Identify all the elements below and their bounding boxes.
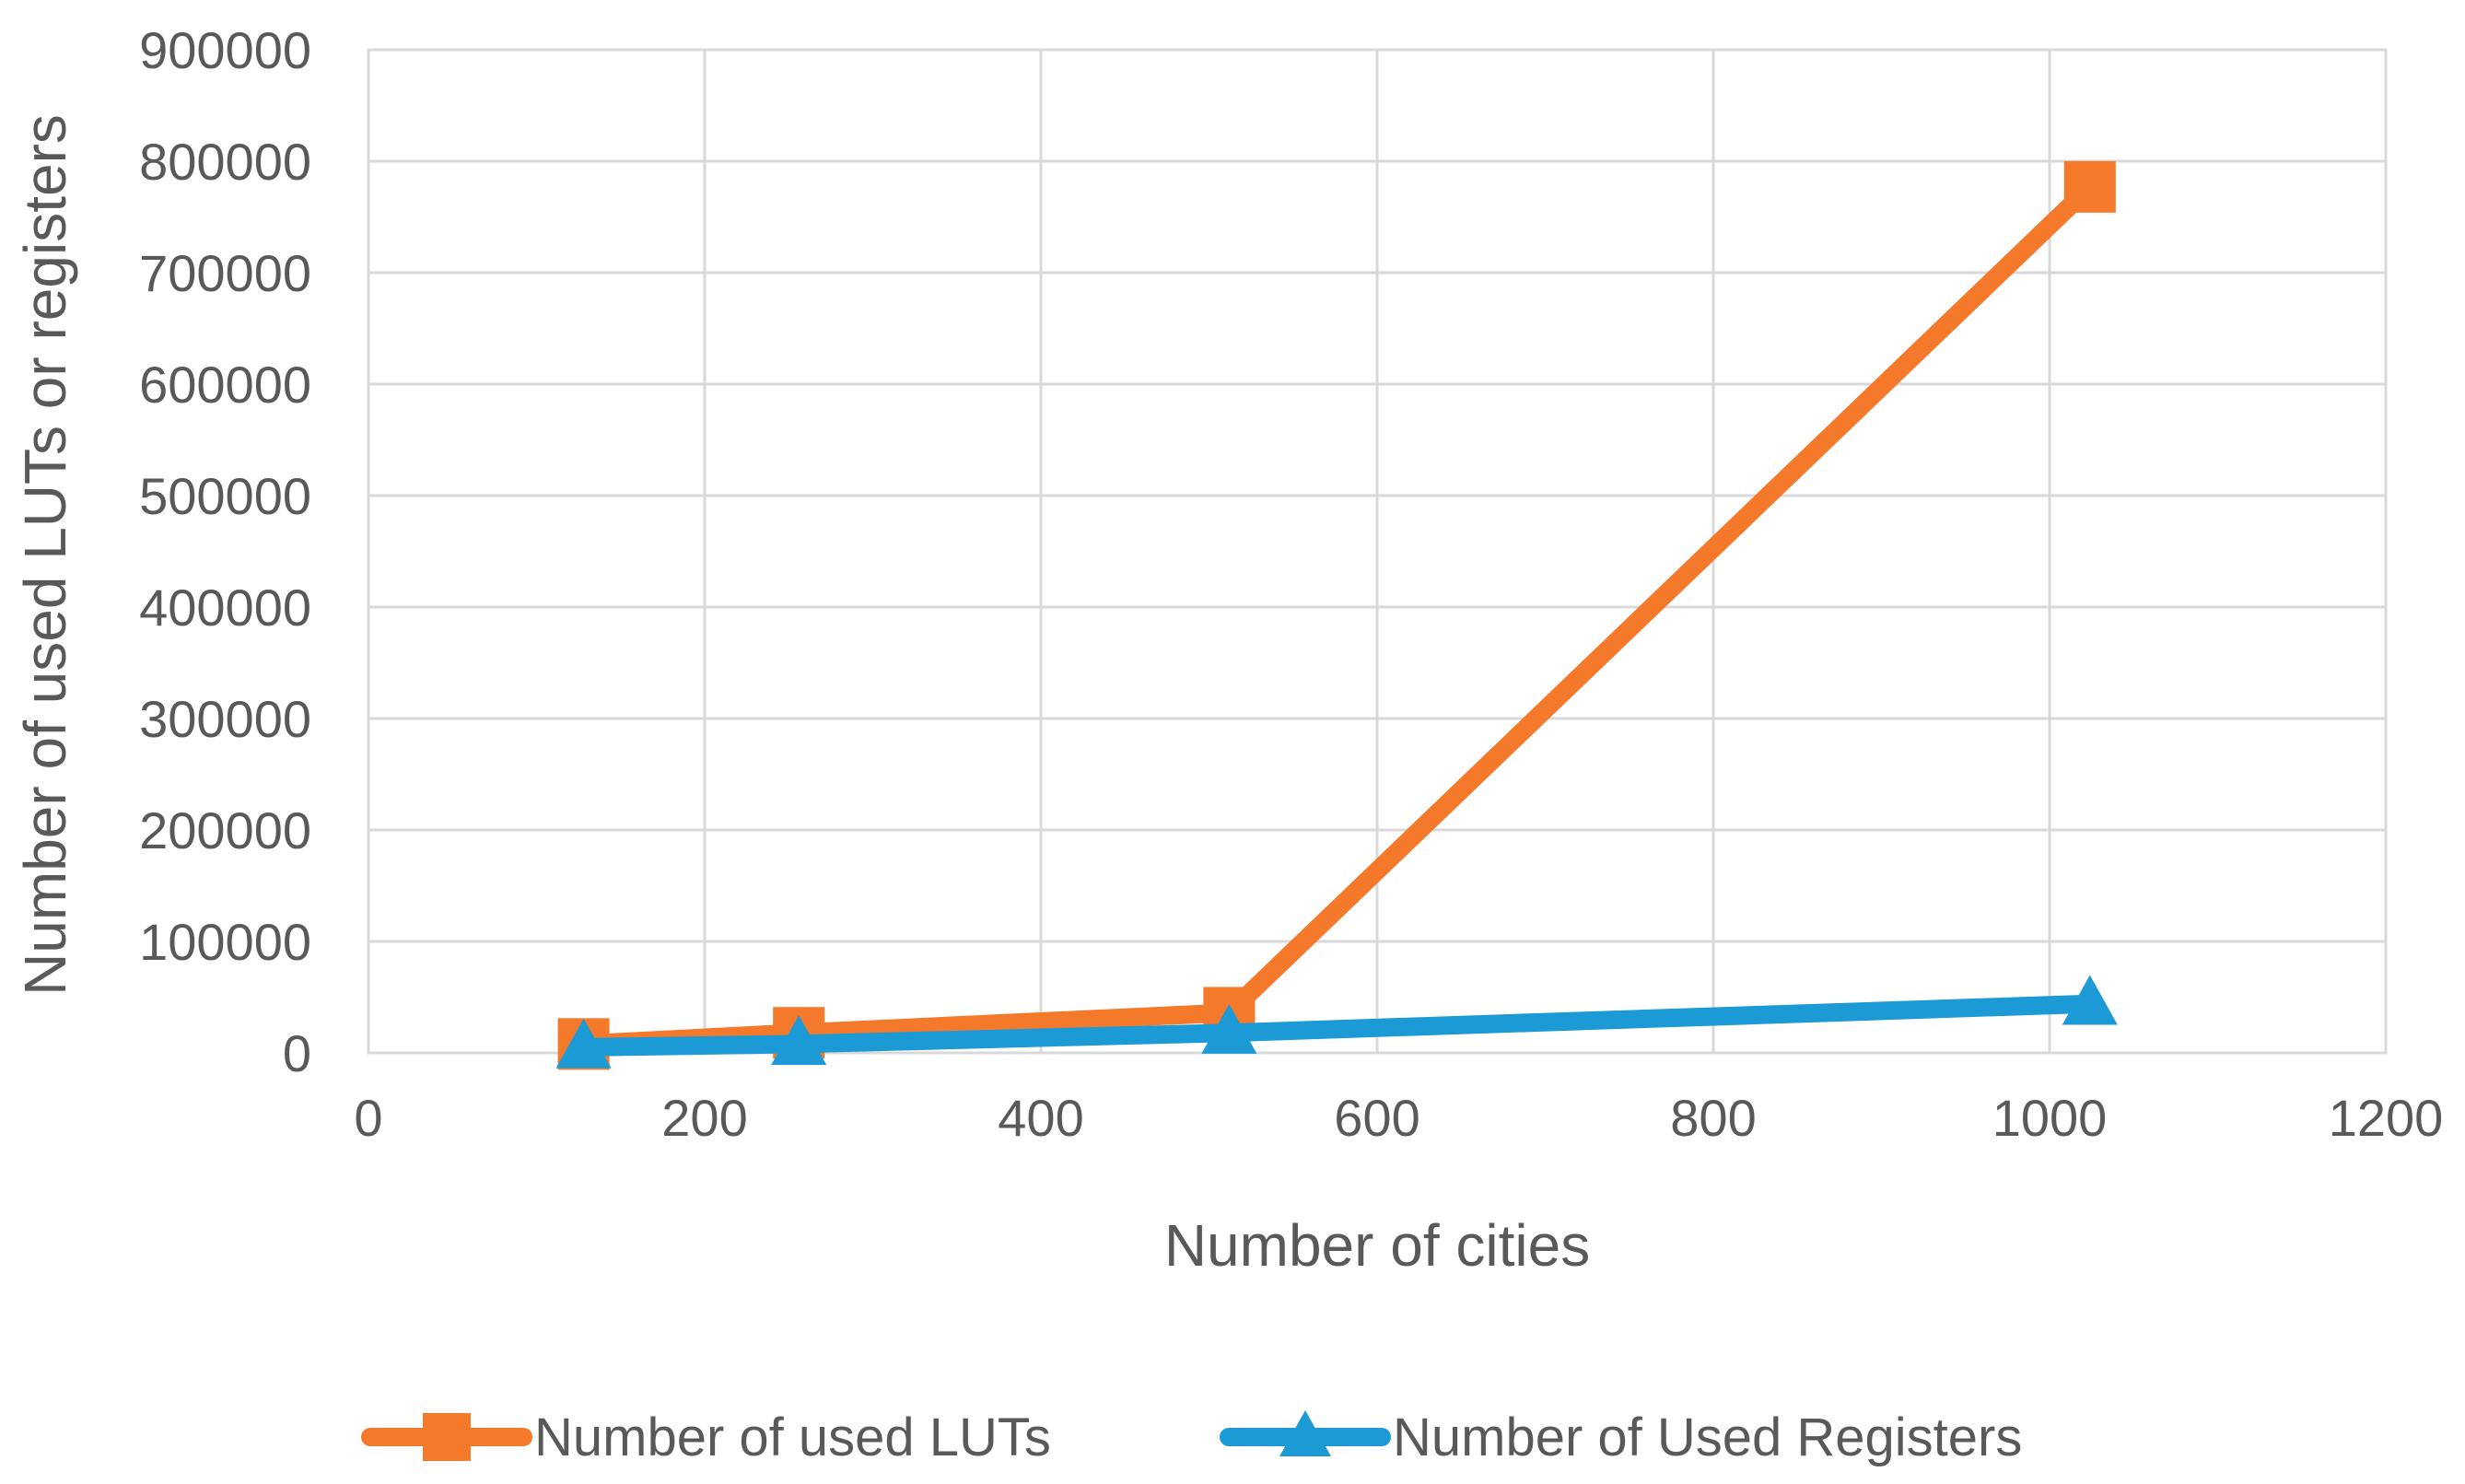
legend-swatch-marker (1279, 1409, 1331, 1457)
y-tick-label: 400000 (139, 578, 311, 637)
x-tick-label: 800 (1670, 1089, 1756, 1147)
y-tick-label: 700000 (139, 244, 311, 302)
x-tick-label: 1000 (1992, 1089, 2108, 1147)
data-point-marker (555, 1018, 612, 1069)
legend-label: Number of Used Registers (1393, 1408, 2022, 1467)
legend-swatch-marker (423, 1413, 471, 1461)
data-point-marker (2062, 975, 2118, 1025)
x-tick-label: 400 (998, 1089, 1083, 1147)
x-axis-tick-labels: 0 200 400 600 800 1000 1200 (354, 1089, 2443, 1147)
legend-item: Number of used LUTs (361, 1408, 1051, 1467)
series-line (574, 994, 2099, 1057)
legend-label: Number of used LUTs (534, 1408, 1051, 1467)
x-tick-label: 1200 (2329, 1089, 2444, 1147)
y-tick-label: 500000 (139, 467, 311, 525)
y-tick-label: 800000 (139, 133, 311, 191)
y-tick-label: 200000 (139, 801, 311, 859)
y-tick-label: 300000 (139, 690, 311, 748)
x-tick-label: 200 (661, 1089, 747, 1147)
data-point-marker (771, 1015, 827, 1065)
plot-area-border (367, 48, 2388, 1055)
y-tick-label: 0 (283, 1024, 311, 1082)
x-tick-label: 0 (354, 1089, 382, 1147)
y-tick-label: 900000 (139, 21, 311, 79)
y-tick-label: 100000 (139, 913, 311, 971)
y-tick-label: 600000 (139, 356, 311, 414)
series-layer (555, 160, 2118, 1070)
x-tick-label: 600 (1334, 1089, 1419, 1147)
legend-item: Number of Used Registers (1220, 1408, 2022, 1467)
data-point-marker (2063, 160, 2116, 213)
series-registers (555, 975, 2118, 1069)
x-axis-title: Number of cities (1164, 1212, 1590, 1279)
y-axis-title: Number of used LUTs or registers (12, 114, 78, 996)
legend: Number of used LUTs Number of Used Regist… (361, 1408, 2022, 1467)
data-point-marker (1201, 1003, 1257, 1054)
y-axis-tick-labels: 0 100000 200000 300000 400000 500000 600000 700… (139, 21, 311, 1082)
